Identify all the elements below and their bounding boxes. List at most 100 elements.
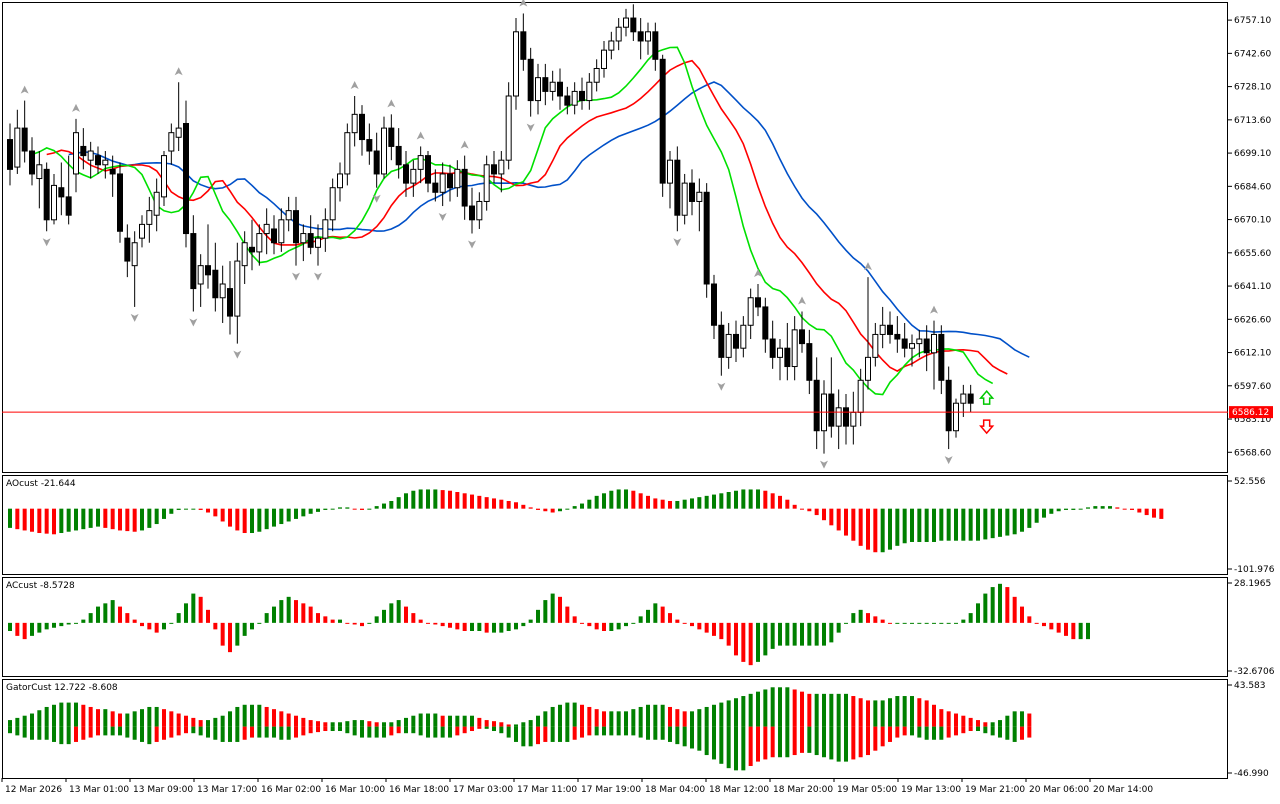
histogram-bar	[330, 619, 335, 623]
candle	[73, 118, 79, 193]
candle	[887, 311, 893, 344]
gator-upper-bar	[59, 702, 64, 727]
histogram-bar	[682, 622, 687, 624]
indicator-label-1: AOcust -21.644	[6, 479, 76, 489]
gator-upper-bar	[682, 711, 687, 727]
histogram-bar	[235, 508, 240, 531]
candle-body	[73, 132, 79, 175]
gator-upper-bar	[169, 711, 174, 727]
histogram-bar	[734, 622, 738, 656]
candle	[557, 68, 563, 110]
candle	[175, 82, 182, 152]
histogram-bar	[198, 596, 203, 623]
fractal-down-marker	[717, 382, 726, 391]
gator-lower-bar	[184, 726, 188, 734]
candle-body	[58, 187, 65, 198]
gator-lower-bar	[631, 726, 636, 736]
gator-upper-bar	[653, 704, 658, 727]
gator-upper-bar	[851, 696, 856, 727]
gator-lower-bar	[103, 726, 108, 736]
fractal-down-marker	[673, 238, 682, 247]
histogram-bar	[118, 508, 122, 531]
fractal-up-marker	[174, 67, 183, 76]
gator-lower-bar	[998, 726, 1002, 738]
gator-upper-bar	[125, 713, 130, 727]
candle	[315, 224, 321, 266]
gator-lower-bar	[323, 726, 328, 732]
candle	[894, 316, 901, 353]
histogram-bar	[118, 606, 122, 623]
candle-body	[887, 324, 893, 335]
gator-upper-bar	[389, 722, 394, 727]
candle	[747, 288, 754, 340]
candle	[109, 155, 116, 197]
histogram-bar	[763, 490, 768, 509]
gator-upper-bar	[565, 702, 570, 727]
gator-lower-bar	[770, 726, 775, 758]
histogram-bar	[902, 622, 907, 624]
histogram-bar	[998, 583, 1002, 623]
histogram-bar	[1042, 622, 1046, 627]
gator-lower-bar	[756, 726, 760, 762]
gator-lower-bar	[345, 726, 350, 734]
gator-upper-bar	[785, 687, 790, 727]
histogram-bar	[638, 616, 643, 623]
histogram-bar	[411, 613, 416, 623]
price-tick-label: 6684.60	[1234, 182, 1271, 192]
histogram-bar	[147, 508, 152, 528]
candle-body	[425, 155, 431, 184]
candle-body	[777, 347, 783, 358]
gator-upper-bar	[235, 706, 240, 727]
gator-upper-bar	[624, 711, 628, 727]
candle-body	[762, 306, 769, 340]
candle-body	[227, 288, 233, 317]
histogram-bar	[228, 622, 232, 653]
histogram-bar	[1012, 508, 1017, 535]
candle	[953, 398, 959, 438]
candle-body	[696, 191, 703, 202]
gator-upper-bar	[228, 711, 232, 727]
gator-upper-bar	[741, 696, 746, 727]
histogram-bar	[976, 508, 980, 541]
candle-body	[366, 139, 373, 152]
histogram-bar	[110, 508, 115, 530]
histogram-bar	[213, 622, 218, 630]
candle-body	[439, 173, 446, 193]
indicator-tick-label: -46.990	[1234, 769, 1269, 779]
candle-body	[36, 164, 43, 180]
gator-lower-bar	[990, 726, 995, 736]
histogram-bar	[895, 508, 900, 546]
histogram-bar	[807, 508, 812, 512]
candle	[549, 70, 556, 101]
indicator-label-2: ACcust -8.5728	[6, 581, 75, 591]
candle	[197, 254, 204, 307]
histogram-bar	[345, 507, 350, 509]
histogram-bar	[917, 622, 922, 624]
histogram-bar	[88, 508, 93, 528]
histogram-bar	[1034, 508, 1039, 523]
histogram-bar	[954, 622, 958, 624]
gator-upper-bar	[352, 720, 357, 727]
candle-body	[843, 407, 849, 427]
histogram-bar	[404, 493, 408, 509]
gator-upper-bar	[8, 720, 12, 727]
gator-upper-bar	[836, 693, 841, 727]
histogram-bar	[169, 622, 174, 624]
candle-body	[256, 233, 263, 253]
candle	[564, 86, 571, 115]
gator-lower-bar	[88, 726, 93, 738]
histogram-bar	[330, 508, 335, 510]
histogram-bar	[741, 622, 746, 662]
price-tick-label: 6583.10	[1234, 415, 1271, 425]
histogram-bar	[983, 593, 988, 623]
candle-body	[967, 393, 974, 404]
gator-upper-bar	[448, 715, 452, 727]
histogram-bar	[976, 603, 980, 623]
gator-upper-bar	[462, 715, 467, 727]
candle	[168, 123, 175, 165]
histogram-bar	[1064, 622, 1068, 636]
candle	[777, 339, 783, 381]
gator-upper-bar	[814, 693, 819, 727]
gator-lower-bar	[228, 726, 232, 742]
